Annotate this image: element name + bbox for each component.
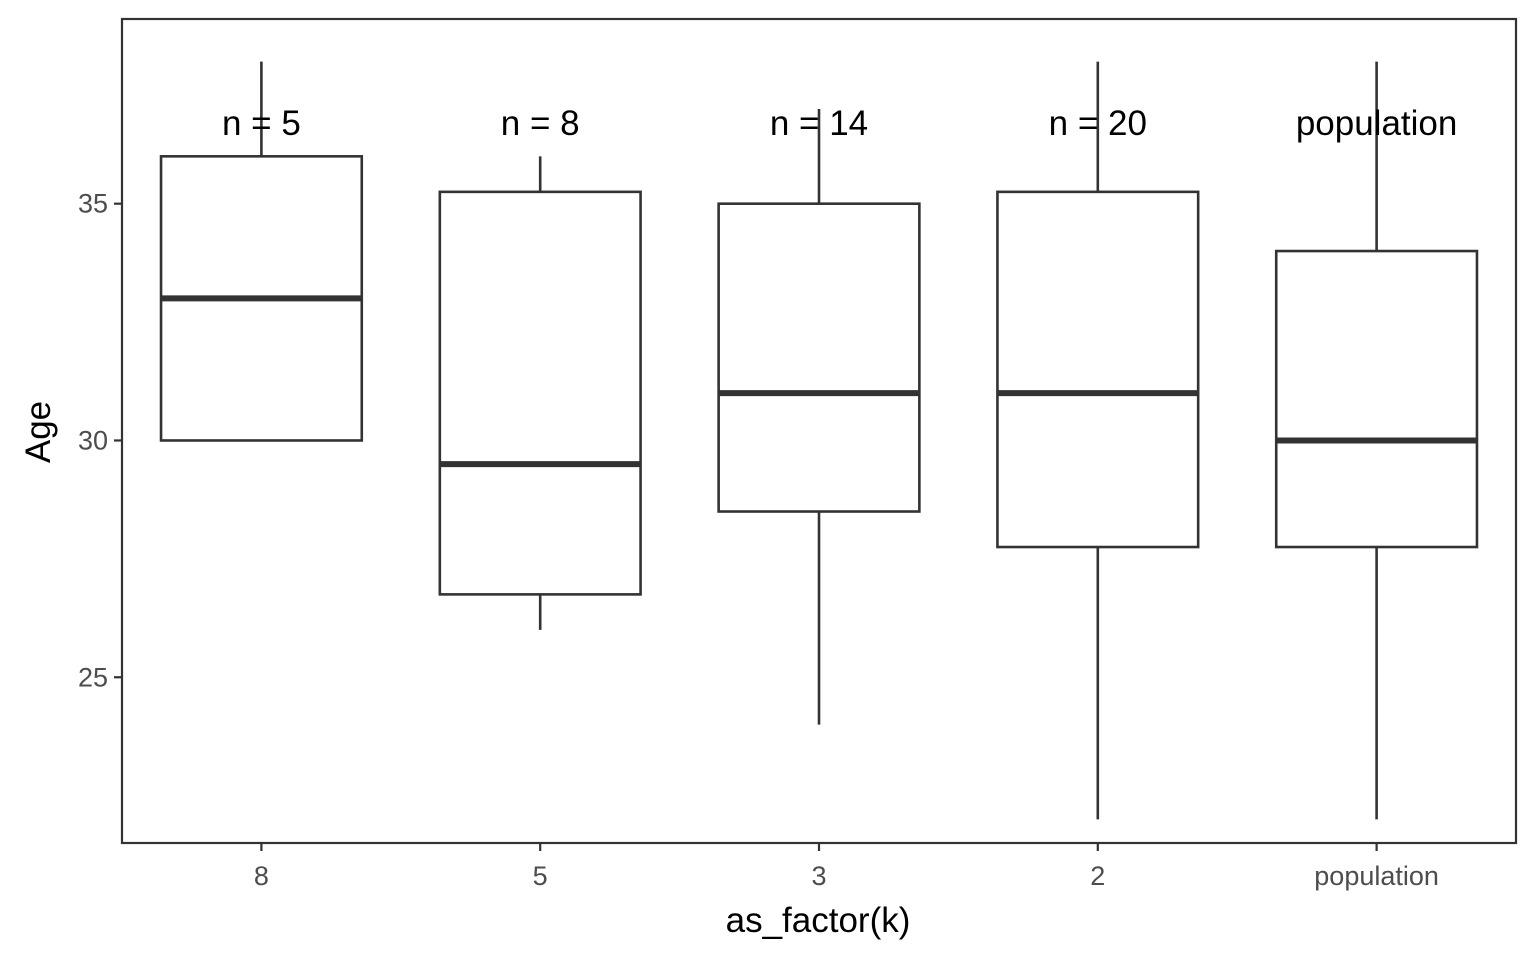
box-iqr [996,190,1200,549]
x-axis: 8 5 3 2 population [254,843,1439,891]
count-annotation: n = 20 [1049,104,1147,143]
y-tick-label: 25 [78,662,108,692]
box-iqr [438,190,642,596]
box-group [996,61,1200,820]
x-axis-title: as_factor(k) [726,901,911,940]
box-group [717,108,921,725]
x-tick-label: 8 [254,861,269,891]
x-tick-label: 3 [811,861,826,891]
y-tick-label: 30 [78,425,108,455]
x-tick-label: population [1314,861,1439,891]
count-annotation: n = 8 [501,104,580,143]
x-tick-label: 2 [1090,861,1105,891]
boxes-layer [159,61,1479,820]
count-annotation: n = 5 [222,104,301,143]
count-annotation: n = 14 [770,104,868,143]
y-axis: 25 30 35 [78,189,122,692]
y-tick-label: 35 [78,189,108,219]
count-annotation: population [1296,104,1458,143]
annotations-layer: n = 5 n = 8 n = 14 n = 20 population [222,104,1457,143]
y-axis-title: Age [19,401,58,463]
box-iqr [717,202,921,513]
box-group [159,61,364,442]
box-group [1274,61,1479,820]
x-tick-label: 5 [533,861,548,891]
box-group [438,156,642,630]
box-iqr [1274,249,1479,549]
